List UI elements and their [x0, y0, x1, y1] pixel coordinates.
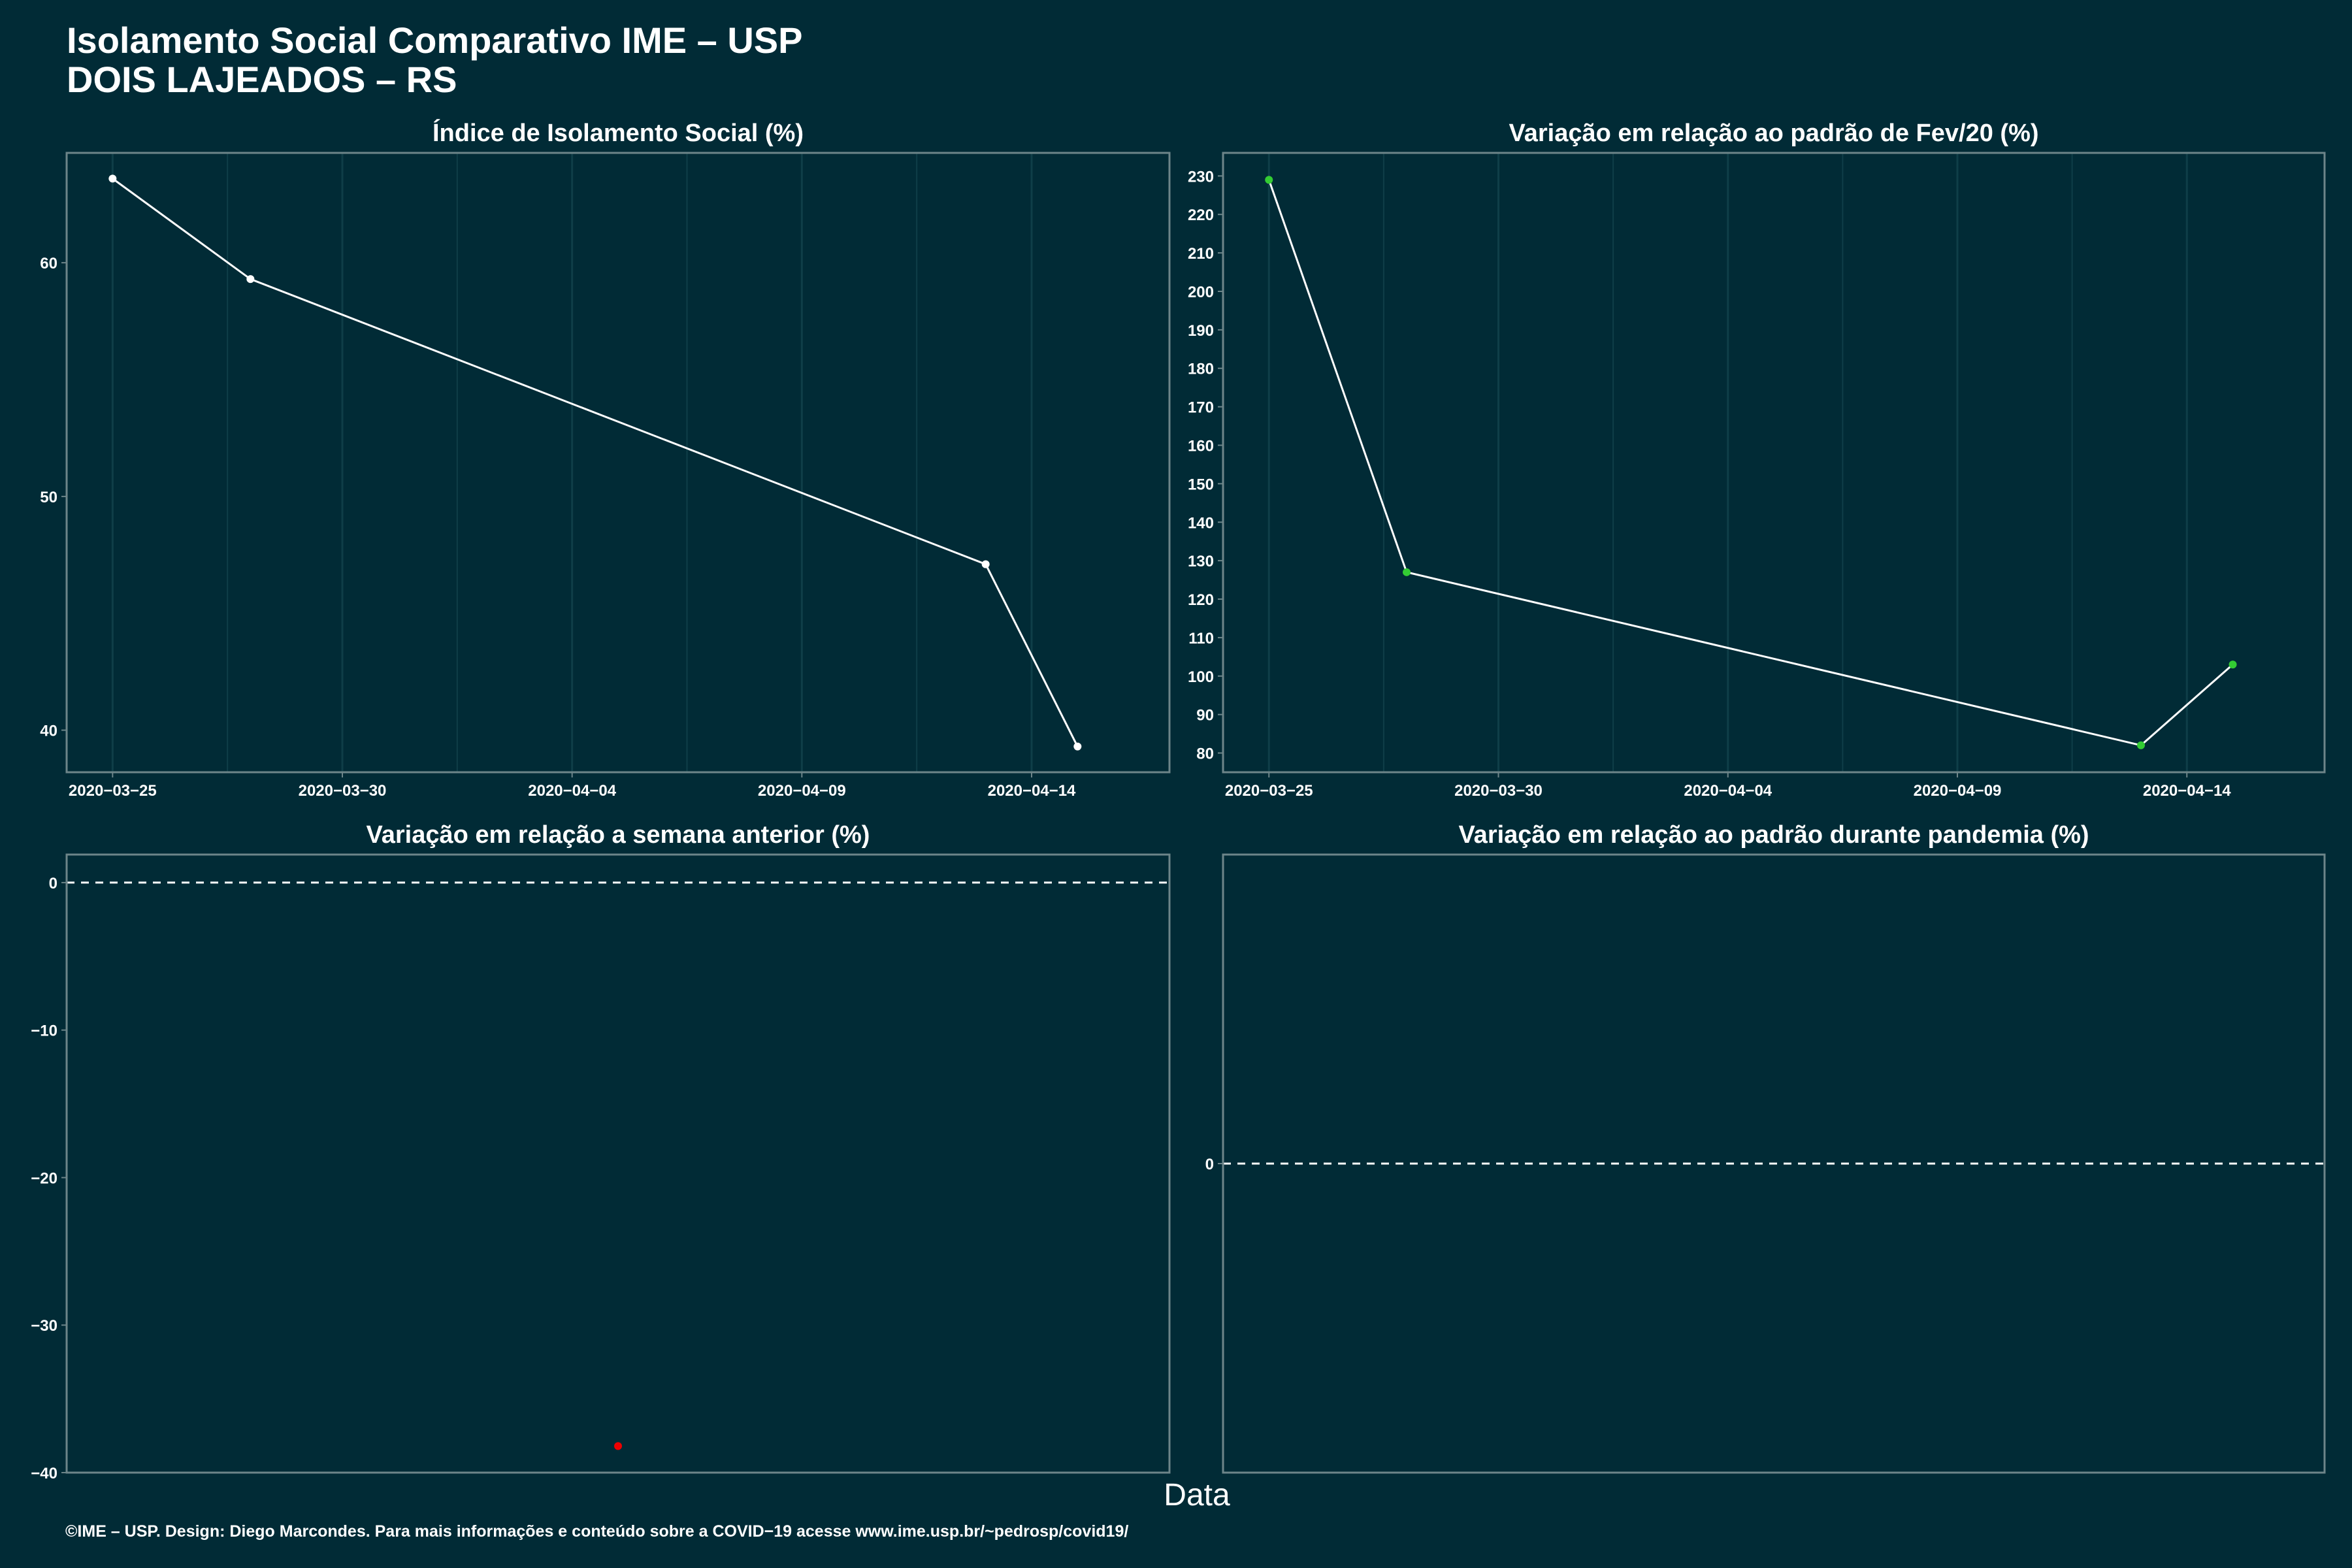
y-tick-label: 230 — [1188, 168, 1214, 186]
x-tick-label: 2020−04−14 — [2143, 782, 2231, 800]
panel-border — [1222, 853, 2326, 1474]
y-tick-label: 180 — [1188, 361, 1214, 378]
y-tick-label: 200 — [1188, 284, 1214, 301]
y-tick-label: 110 — [1188, 630, 1214, 647]
x-tick-label: 2020−04−04 — [1684, 782, 1772, 800]
y-tick-label: 100 — [1188, 668, 1214, 686]
chart-panel-3: Variação em relação a semana anterior (%… — [31, 821, 1171, 1482]
data-point — [2137, 741, 2145, 749]
x-tick-label: 2020−04−09 — [758, 782, 846, 800]
x-tick-label: 2020−04−09 — [1914, 782, 2002, 800]
y-tick-label: 120 — [1188, 591, 1214, 609]
chart-panel-2: Variação em relação ao padrão de Fev/20 … — [1188, 120, 2326, 800]
data-point — [981, 560, 990, 568]
data-point — [2229, 661, 2237, 669]
chart-panel-4: Variação em relação ao padrão durante pa… — [1205, 821, 2326, 1474]
data-point — [614, 1442, 622, 1450]
y-tick-label: 160 — [1188, 438, 1214, 455]
y-tick-label: −10 — [31, 1022, 57, 1040]
panel-title: Variação em relação a semana anterior (%… — [367, 821, 870, 849]
x-tick-label: 2020−03−25 — [1225, 782, 1313, 800]
y-tick-label: 220 — [1188, 206, 1214, 224]
panel-border — [1222, 152, 2326, 774]
y-tick-label: −40 — [31, 1465, 57, 1482]
data-point — [1265, 176, 1273, 184]
y-tick-label: 210 — [1188, 245, 1214, 263]
chart-panel-1: Índice de Isolamento Social (%) 2020−03−2… — [40, 118, 1171, 800]
y-tick-label: −30 — [31, 1317, 57, 1335]
x-tick-label: 2020−04−04 — [528, 782, 616, 800]
y-tick-label: 170 — [1188, 399, 1214, 417]
series-line — [1267, 179, 2234, 747]
panel-border — [65, 152, 1171, 774]
x-tick-label: 2020−03−30 — [1454, 782, 1543, 800]
y-tick-label: 0 — [1205, 1156, 1214, 1173]
panel-border — [65, 853, 1171, 1474]
y-tick-label: −20 — [31, 1169, 57, 1187]
y-tick-label: 80 — [1196, 745, 1214, 763]
page-title: Isolamento Social Comparativo IME – USP — [67, 20, 803, 61]
y-tick-label: 150 — [1188, 476, 1214, 493]
y-tick-label: 0 — [49, 875, 57, 892]
y-tick-label: 130 — [1188, 553, 1214, 570]
x-tick-label: 2020−04−14 — [988, 782, 1076, 800]
y-tick-label: 140 — [1188, 514, 1214, 532]
x-axis-label: Data — [1164, 1478, 1230, 1512]
series-line — [112, 178, 1079, 747]
panel-title: Índice de Isolamento Social (%) — [433, 118, 804, 147]
x-tick-label: 2020−03−25 — [69, 782, 157, 800]
y-tick-label: 40 — [40, 723, 57, 740]
data-point — [108, 174, 117, 183]
y-tick-label: 60 — [40, 255, 57, 272]
y-tick-label: 50 — [40, 489, 57, 506]
x-tick-label: 2020−03−30 — [299, 782, 387, 800]
data-point — [1073, 742, 1082, 751]
data-point — [1403, 568, 1411, 576]
data-point — [246, 275, 255, 284]
footer-credits: ©IME – USP. Design: Diego Marcondes. Par… — [65, 1522, 1129, 1541]
panel-title: Variação em relação ao padrão durante pa… — [1458, 821, 2089, 849]
panel-title: Variação em relação ao padrão de Fev/20 … — [1509, 120, 2038, 147]
page-subtitle: DOIS LAJEADOS – RS — [67, 59, 457, 100]
y-tick-label: 190 — [1188, 322, 1214, 340]
y-tick-label: 90 — [1196, 707, 1214, 725]
